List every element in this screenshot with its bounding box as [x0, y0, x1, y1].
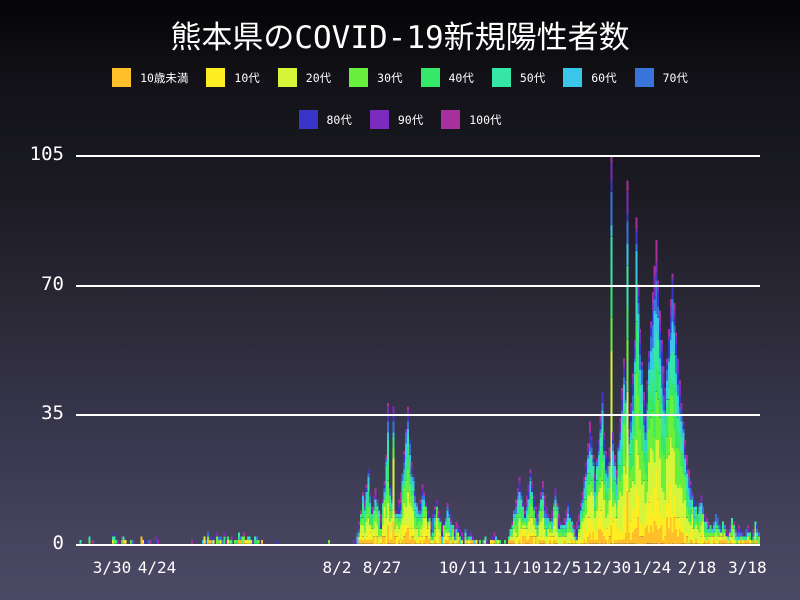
legend-swatch-icon — [277, 68, 297, 87]
legend-item-70代[interactable]: 70代 — [634, 68, 688, 87]
x-tick-label: 8/2 — [322, 558, 352, 577]
legend-swatch-icon — [112, 68, 132, 87]
legend-swatch-icon — [420, 68, 440, 87]
x-tick-label: 10/11 — [438, 558, 488, 577]
gridline-105 — [76, 155, 760, 157]
legend-item-90代[interactable]: 90代 — [369, 110, 424, 129]
page-title: 熊本県のCOVID-19新規陽性者数 — [170, 20, 630, 56]
legend-label: 20代 — [305, 70, 332, 85]
legend-item-60代[interactable]: 60代 — [563, 68, 617, 87]
legend-swatch-icon — [206, 68, 226, 87]
stacked-bars-canvas — [76, 155, 760, 544]
legend-swatch-icon — [563, 68, 583, 87]
y-tick-label: 105 — [29, 143, 64, 165]
legend-label: 100代 — [469, 112, 502, 127]
x-tick-label: 8/27 — [362, 558, 402, 577]
legend-item-50代[interactable]: 50代 — [491, 68, 546, 87]
x-tick-label: 11/10 — [492, 558, 542, 577]
gridline-35 — [76, 414, 760, 417]
x-tick-label: 3/18 — [728, 558, 767, 577]
y-tick-label: 70 — [41, 272, 64, 295]
y-tick-label: 35 — [41, 402, 64, 425]
legend-label: 50代 — [519, 70, 546, 85]
legend-item-10歳未満[interactable]: 10歳未満 — [112, 68, 188, 87]
x-tick-label: 2/18 — [677, 558, 717, 577]
legend-swatch-icon — [349, 68, 369, 87]
legend-label: 80代 — [326, 112, 352, 127]
legend-label: 30代 — [377, 70, 403, 85]
x-tick-label: 12/30 — [582, 558, 632, 577]
legend-swatch-icon — [369, 110, 389, 129]
plot-area — [76, 155, 760, 546]
legend-swatch-icon — [634, 68, 654, 87]
legend-item-100代[interactable]: 100代 — [441, 110, 502, 129]
legend-item-80代[interactable]: 80代 — [298, 110, 352, 129]
legend-label: 10歳未満 — [140, 70, 189, 85]
gridline-70 — [76, 284, 760, 287]
legend-swatch-icon — [298, 110, 318, 129]
legend-row-secondary: 80代 90代 100代 — [0, 110, 800, 129]
legend-label: 10代 — [234, 70, 260, 85]
x-axis-line — [76, 544, 760, 546]
legend-label: 60代 — [591, 70, 617, 85]
legend-label: 70代 — [662, 70, 688, 85]
legend-item-40代[interactable]: 40代 — [420, 68, 474, 87]
legend-label: 40代 — [448, 70, 474, 85]
x-tick-label: 4/24 — [137, 558, 177, 577]
legend-item-10代[interactable]: 10代 — [206, 68, 260, 87]
legend-label: 90代 — [397, 112, 424, 127]
x-tick-label: 1/24 — [632, 558, 672, 577]
legend-swatch-icon — [441, 110, 461, 129]
x-tick-label: 3/30 — [92, 558, 132, 577]
y-tick-label: 0 — [52, 532, 64, 554]
legend-swatch-icon — [491, 68, 511, 87]
legend-row-primary: 10歳未満 10代 20代 30代 40代 50代 60代 70代 — [0, 68, 800, 87]
legend-item-20代[interactable]: 20代 — [277, 68, 332, 87]
x-tick-label: 12/5 — [542, 558, 582, 577]
legend-item-30代[interactable]: 30代 — [349, 68, 403, 87]
